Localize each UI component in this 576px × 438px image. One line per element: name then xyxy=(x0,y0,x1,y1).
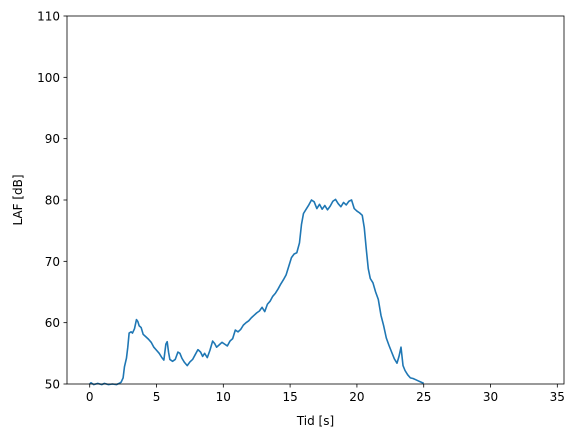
x-tick-label: 10 xyxy=(216,390,231,404)
y-axis-label: LAF [dB] xyxy=(11,174,25,225)
y-tick-label: 50 xyxy=(45,378,60,392)
plot-layer xyxy=(89,198,425,386)
x-tick-label: 5 xyxy=(153,390,161,404)
plot-frame xyxy=(66,15,565,385)
x-tick-label: 20 xyxy=(349,390,364,404)
y-tick-label: 60 xyxy=(45,316,60,330)
x-axis-label: Tid [s] xyxy=(296,414,334,428)
y-tick-label: 80 xyxy=(45,194,60,208)
x-tick-label: 15 xyxy=(282,390,297,404)
x-tick-label: 35 xyxy=(550,390,565,404)
y-tick-label: 90 xyxy=(45,132,60,146)
y-tick-label: 110 xyxy=(37,10,60,24)
series-line xyxy=(89,198,425,386)
ticks-layer: 0 5 10 15 20 25 30 35 50 60 70 80 90 100 110 xyxy=(37,10,565,405)
y-tick-label: 100 xyxy=(37,71,60,85)
x-tick-label: 30 xyxy=(483,390,498,404)
x-tick-label: 25 xyxy=(416,390,431,404)
y-tick-label: 70 xyxy=(45,255,60,269)
x-tick-label: 0 xyxy=(86,390,94,404)
